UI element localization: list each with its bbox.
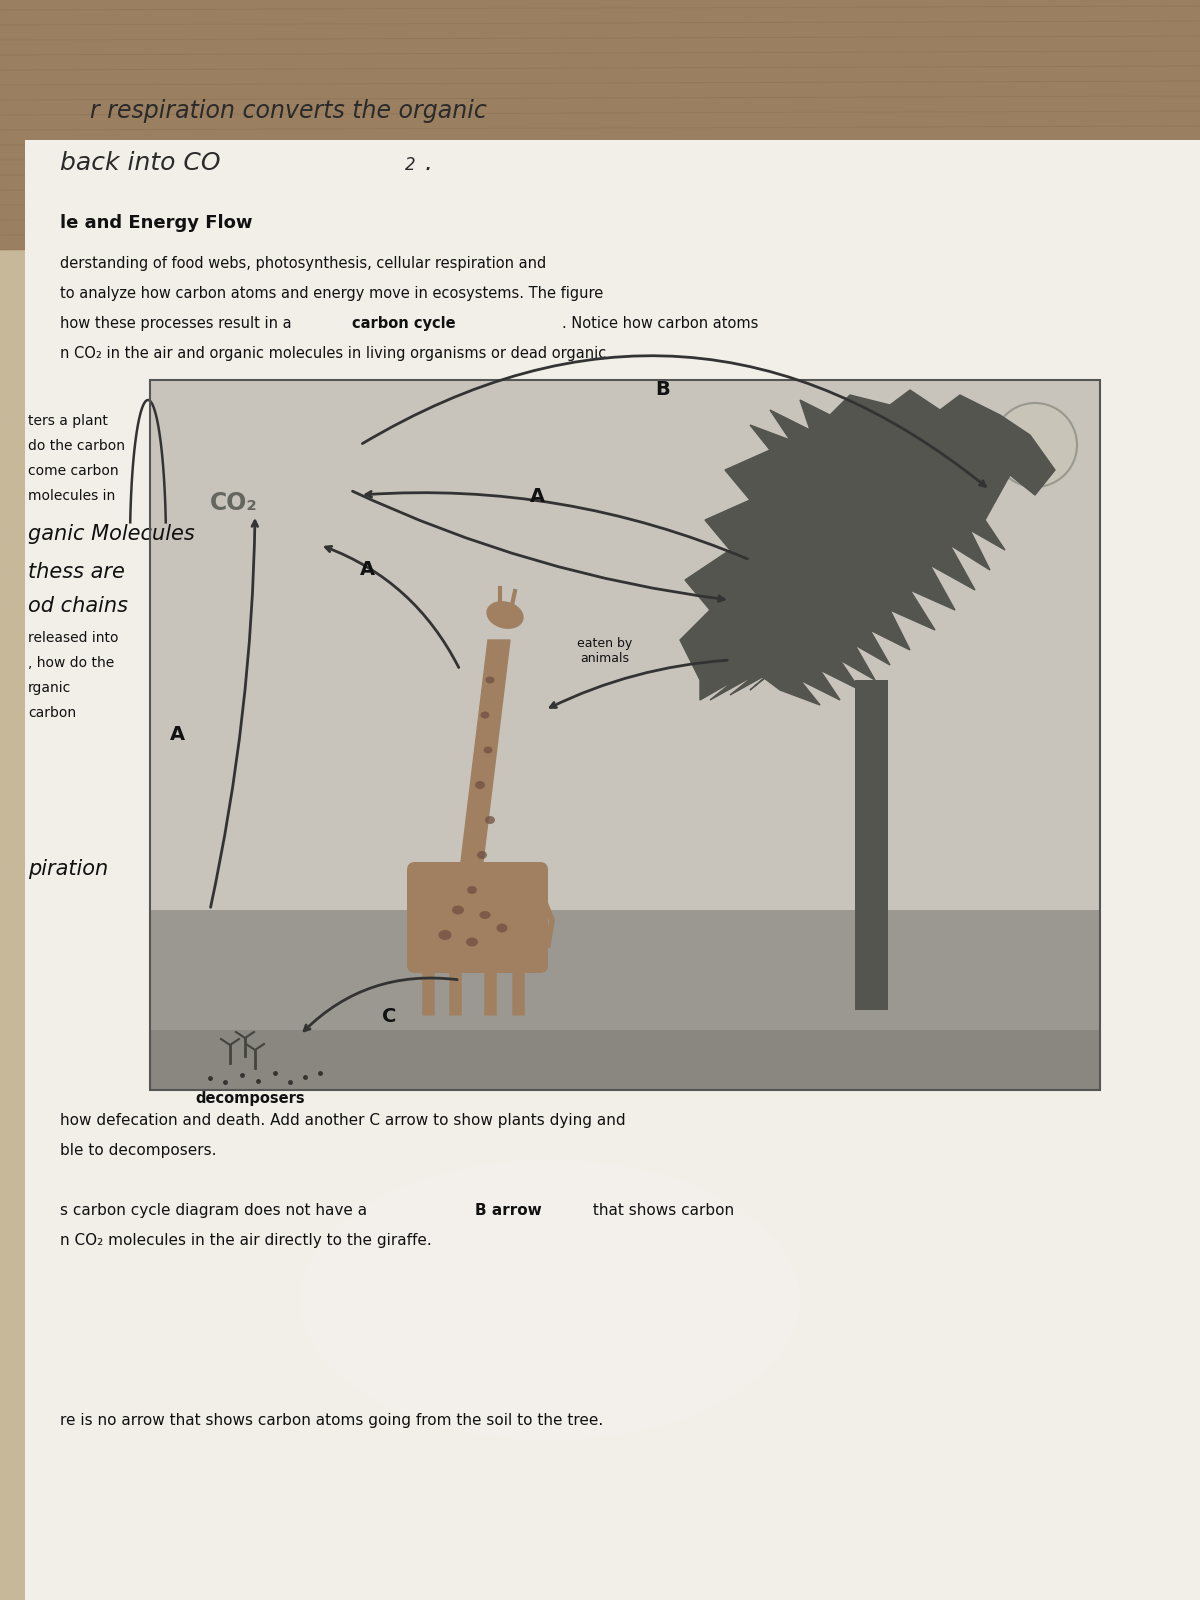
Text: od chains: od chains <box>28 595 128 616</box>
Bar <box>150 379 1100 1090</box>
Text: that shows carbon: that shows carbon <box>588 1203 734 1218</box>
Ellipse shape <box>484 747 492 754</box>
Text: carbon cycle: carbon cycle <box>352 317 456 331</box>
Text: B: B <box>655 379 670 398</box>
Bar <box>150 1030 1100 1090</box>
Text: released into: released into <box>28 630 119 645</box>
Text: piration: piration <box>28 859 108 878</box>
Text: decomposers: decomposers <box>194 1091 305 1106</box>
Text: A: A <box>530 486 545 506</box>
Text: CO₂: CO₂ <box>210 491 258 515</box>
Text: ble to decomposers.: ble to decomposers. <box>60 1142 216 1158</box>
Text: back into CO: back into CO <box>60 150 221 174</box>
Text: molecules in: molecules in <box>28 490 115 502</box>
Text: C: C <box>382 1006 396 1026</box>
FancyBboxPatch shape <box>407 862 548 973</box>
Text: derstanding of food webs, photosynthesis, cellular respiration and: derstanding of food webs, photosynthesis… <box>60 256 546 270</box>
Text: how these processes result in a: how these processes result in a <box>60 317 296 331</box>
Text: do the carbon: do the carbon <box>28 438 125 453</box>
Ellipse shape <box>480 910 491 918</box>
Ellipse shape <box>300 1160 800 1440</box>
Text: A: A <box>170 725 185 744</box>
Text: come carbon: come carbon <box>28 464 119 478</box>
Text: ganic Molecules: ganic Molecules <box>28 525 194 544</box>
Bar <box>0 0 1200 250</box>
Text: le and Energy Flow: le and Energy Flow <box>60 214 252 232</box>
Text: r respiration converts the organic: r respiration converts the organic <box>90 99 487 123</box>
Text: B arrow: B arrow <box>475 1203 541 1218</box>
Text: A: A <box>360 560 376 579</box>
Text: n CO₂ molecules in the air directly to the giraffe.: n CO₂ molecules in the air directly to t… <box>60 1234 432 1248</box>
Bar <box>856 680 888 1010</box>
Text: re is no arrow that shows carbon atoms going from the soil to the tree.: re is no arrow that shows carbon atoms g… <box>60 1413 604 1427</box>
Ellipse shape <box>497 923 508 933</box>
Bar <box>150 910 1100 1090</box>
Ellipse shape <box>438 930 451 939</box>
Text: to analyze how carbon atoms and energy move in ecosystems. The figure: to analyze how carbon atoms and energy m… <box>60 286 604 301</box>
Ellipse shape <box>467 886 478 894</box>
Ellipse shape <box>486 602 523 629</box>
Text: n CO₂ in the air and organic molecules in living organisms or dead organic: n CO₂ in the air and organic molecules i… <box>60 346 606 362</box>
Ellipse shape <box>475 781 485 789</box>
Text: how defecation and death. Add another C arrow to show plants dying and: how defecation and death. Add another C … <box>60 1114 625 1128</box>
Text: carbon: carbon <box>28 706 76 720</box>
Text: s carbon cycle diagram does not have a: s carbon cycle diagram does not have a <box>60 1203 372 1218</box>
Text: . Notice how carbon atoms: . Notice how carbon atoms <box>562 317 758 331</box>
Text: .: . <box>425 150 433 174</box>
Text: thess are: thess are <box>28 562 125 582</box>
Bar <box>150 379 1100 910</box>
Ellipse shape <box>478 851 487 859</box>
Circle shape <box>994 403 1078 486</box>
Polygon shape <box>460 640 510 870</box>
Text: rganic: rganic <box>28 682 71 694</box>
Text: ters a plant: ters a plant <box>28 414 108 427</box>
Polygon shape <box>680 390 1055 706</box>
Ellipse shape <box>485 816 496 824</box>
Ellipse shape <box>452 906 464 915</box>
Text: eaten by
animals: eaten by animals <box>577 637 632 666</box>
Ellipse shape <box>486 677 494 683</box>
Text: , how do the: , how do the <box>28 656 114 670</box>
Text: 2: 2 <box>406 157 415 174</box>
Ellipse shape <box>466 938 478 947</box>
Ellipse shape <box>480 712 490 718</box>
